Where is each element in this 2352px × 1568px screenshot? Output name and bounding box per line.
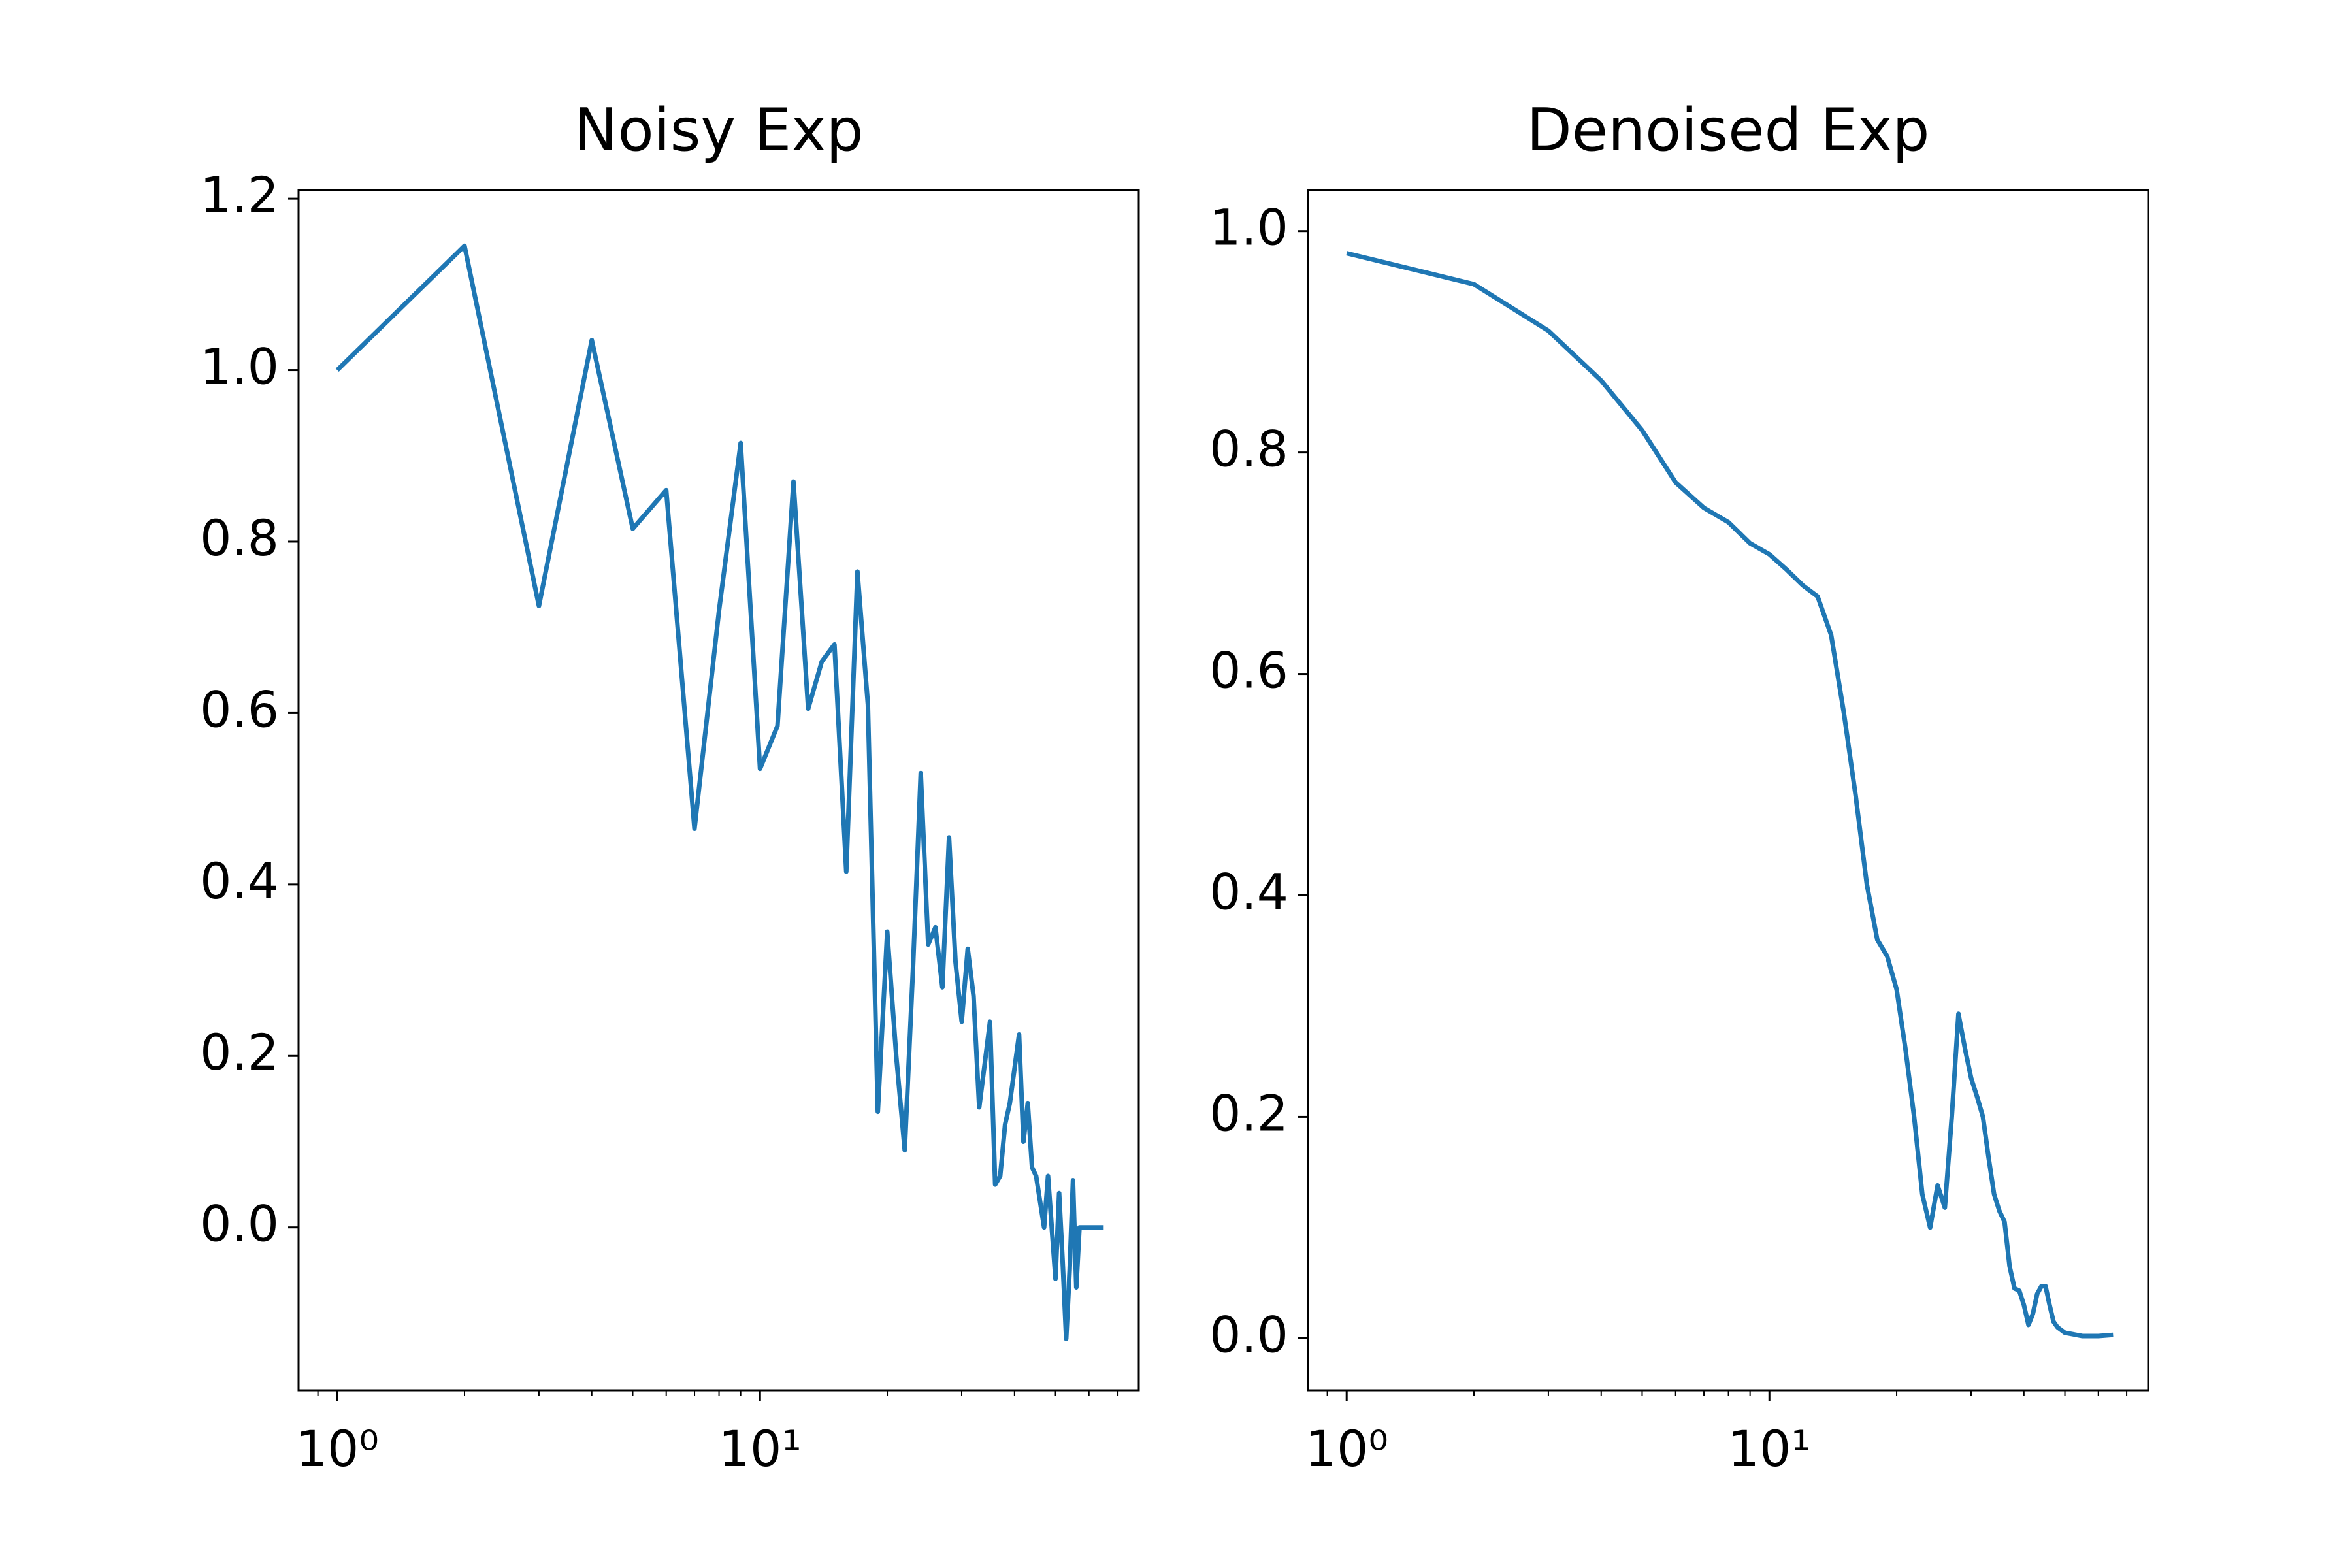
data-line bbox=[1346, 251, 2114, 1339]
y-tick-label: 0.0 bbox=[200, 1195, 279, 1253]
y-tick-label: 0.4 bbox=[1209, 862, 1288, 921]
data-line bbox=[335, 243, 1104, 1341]
y-tick-label: 1.0 bbox=[1209, 199, 1288, 257]
plot-frame bbox=[1307, 189, 2149, 1392]
y-tick-label: 0.2 bbox=[1209, 1084, 1288, 1142]
chart-title: Denoised Exp bbox=[1526, 96, 1929, 165]
y-tick-label: 0.8 bbox=[1209, 420, 1288, 478]
chart-title: Noisy Exp bbox=[574, 96, 863, 165]
y-tick-label: 0.6 bbox=[1209, 642, 1288, 700]
x-tick-label: 10⁰ bbox=[296, 1420, 379, 1478]
y-tick-label: 0.4 bbox=[200, 852, 279, 910]
y-tick-label: 0.8 bbox=[200, 509, 279, 567]
x-tick-label: 10¹ bbox=[1728, 1420, 1811, 1478]
y-tick-label: 1.0 bbox=[200, 338, 279, 396]
y-tick-label: 1.2 bbox=[200, 166, 279, 224]
x-tick-label: 10⁰ bbox=[1305, 1420, 1388, 1478]
x-tick-label: 10¹ bbox=[719, 1420, 802, 1478]
plot-frame bbox=[297, 189, 1140, 1392]
y-tick-label: 0.0 bbox=[1209, 1305, 1288, 1364]
y-tick-label: 0.6 bbox=[200, 680, 279, 738]
y-tick-label: 0.2 bbox=[200, 1023, 279, 1081]
